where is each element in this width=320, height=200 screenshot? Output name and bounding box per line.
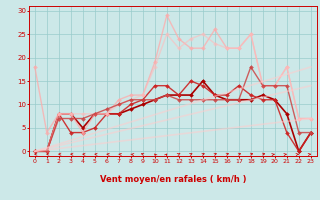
X-axis label: Vent moyen/en rafales ( km/h ): Vent moyen/en rafales ( km/h )	[100, 175, 246, 184]
